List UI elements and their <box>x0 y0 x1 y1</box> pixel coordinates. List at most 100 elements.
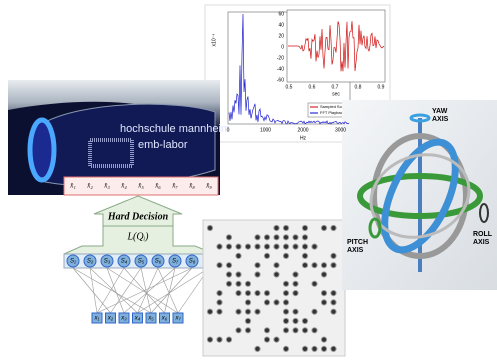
dot <box>245 318 250 323</box>
legend-label: FFT Playback <box>320 110 345 115</box>
page: x10⁻⁴ Hz sec Sampled Sound FFT Playback … <box>0 0 497 363</box>
dot <box>312 328 317 333</box>
dot <box>312 281 317 286</box>
dot <box>302 318 307 323</box>
dot <box>236 244 241 249</box>
dot <box>236 328 241 333</box>
x-tick-label: 2000 <box>297 127 308 133</box>
axis-label: AXIS <box>473 239 490 246</box>
dot <box>274 272 279 277</box>
dot <box>312 263 317 268</box>
bit-label: x₄ <box>134 316 141 322</box>
y-exponent: x10⁻⁴ <box>211 34 217 47</box>
check-label: S₇ <box>172 259 179 265</box>
check-label: S₄ <box>121 259 128 265</box>
dot <box>312 244 317 249</box>
dot <box>217 309 222 314</box>
dot <box>217 291 222 296</box>
dot <box>293 244 298 249</box>
dot <box>264 244 269 249</box>
dot <box>302 263 307 268</box>
dot <box>293 291 298 296</box>
dot <box>264 235 269 240</box>
dot <box>293 272 298 277</box>
dot <box>321 263 326 268</box>
dot <box>321 291 326 296</box>
dot <box>283 291 288 296</box>
dot <box>302 235 307 240</box>
device-body <box>40 104 215 186</box>
graph-edge <box>111 268 142 313</box>
dot <box>264 337 269 342</box>
graph-edge <box>151 268 192 313</box>
dot <box>255 263 260 268</box>
estimate-label: x̂₃ <box>103 182 110 190</box>
gimbal-panel: YAW AXIS ROLL AXIS PITCH AXIS <box>342 100 497 290</box>
dot <box>255 272 260 277</box>
dot <box>245 244 250 249</box>
dot <box>331 300 336 305</box>
dot <box>207 309 212 314</box>
llr-label: L(Qᵢ) <box>126 231 149 242</box>
device-text: hochschule mannheim <box>120 123 230 135</box>
dot <box>321 225 326 230</box>
image-bg <box>203 220 345 356</box>
dot <box>283 244 288 249</box>
inset-y-tick-label: 40 <box>278 22 284 28</box>
lens <box>30 120 54 180</box>
dot <box>331 309 336 314</box>
inset-y-tick-label: 60 <box>278 11 284 17</box>
dot <box>274 337 279 342</box>
dot <box>236 253 241 258</box>
inset-y-tick-label: -40 <box>277 66 284 72</box>
inset-x-tick-label: 0.9 <box>378 84 385 90</box>
estimate-label: x̂₅ <box>137 182 144 190</box>
estimate-label: x̂₈ <box>188 182 195 190</box>
dot <box>312 309 317 314</box>
graph-edge <box>97 268 124 313</box>
dot <box>264 291 269 296</box>
inset-x-tick-label: 0.8 <box>355 84 362 90</box>
dot <box>293 328 298 333</box>
dot <box>283 328 288 333</box>
graph-edge <box>73 268 111 313</box>
dot <box>245 300 250 305</box>
dot <box>245 309 250 314</box>
graph-edge <box>73 268 151 313</box>
check-label: S₃ <box>104 259 111 265</box>
dot <box>283 253 288 258</box>
dot <box>302 244 307 249</box>
axis-label: PITCH <box>347 239 368 246</box>
dot <box>226 235 231 240</box>
inset-y-tick-label: -60 <box>277 77 284 83</box>
estimate-label: x̂₇ <box>171 182 178 190</box>
device-text: emb-labor <box>138 139 188 151</box>
dot <box>236 281 241 286</box>
dot <box>255 244 260 249</box>
dot <box>255 291 260 296</box>
dot <box>245 328 250 333</box>
dot <box>331 346 336 351</box>
dot <box>283 300 288 305</box>
collage: x10⁻⁴ Hz sec Sampled Sound FFT Playback … <box>0 0 497 363</box>
graph-edge <box>107 268 124 313</box>
dot <box>283 235 288 240</box>
dot <box>321 337 326 342</box>
x-tick-label: 1000 <box>260 127 271 133</box>
x-tick-label: 0 <box>227 127 230 133</box>
factor-graph: Hard Decision L(Qᵢ) x̂₁x̂₂x̂₃x̂₄x̂₅x̂₆x̂… <box>64 177 218 323</box>
dot <box>264 253 269 258</box>
dot <box>283 346 288 351</box>
dot <box>264 300 269 305</box>
dot <box>302 253 307 258</box>
inset-y-tick-label: -20 <box>277 55 284 61</box>
dot <box>302 225 307 230</box>
dot <box>274 300 279 305</box>
axis-label: YAW <box>432 108 448 115</box>
dot <box>207 337 212 342</box>
estimate-label: x̂₉ <box>205 182 212 190</box>
dot <box>331 225 336 230</box>
bit-label: x₆ <box>161 316 168 322</box>
graph-edge <box>158 268 178 313</box>
bit-label: x₃ <box>120 316 127 322</box>
